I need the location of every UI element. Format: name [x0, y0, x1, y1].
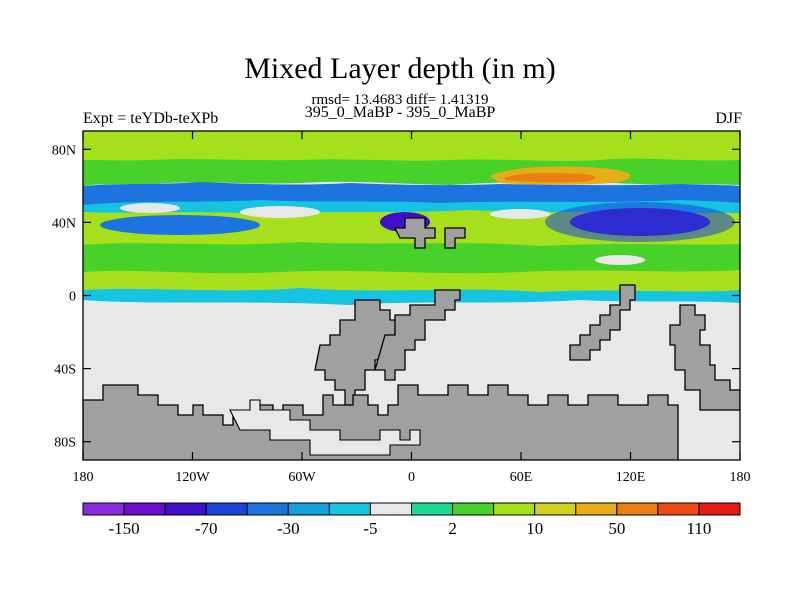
y-tick-label: 80N: [52, 143, 76, 158]
land-africa: [374, 289, 461, 381]
y-tick-label: 80S: [54, 436, 76, 451]
colorbar-swatch: [575, 502, 618, 516]
y-tick-label: 0: [69, 290, 76, 305]
experiment-line: 395_0_MaBP - 395_0_MaBP: [304, 104, 496, 121]
field-arctic-yellow: [83, 131, 740, 161]
field-white-3: [490, 209, 550, 219]
colorbar-label: 10: [526, 519, 543, 538]
stats-line: rmsd= 13.4683 diff= 1.41319: [311, 92, 489, 108]
season-label: DJF: [715, 110, 742, 127]
colorbar-swatch: [205, 502, 248, 516]
field-white-1: [120, 203, 180, 213]
land-asia: [444, 227, 466, 249]
land-mask: [83, 217, 740, 460]
colorbar-swatch: [657, 502, 700, 516]
land-india: [569, 284, 636, 361]
field-subtropic-darkgreen: [83, 242, 740, 274]
x-tick-label: 180: [73, 470, 94, 485]
colorbar-label: -70: [195, 519, 218, 538]
colorbar-swatch: [369, 502, 412, 516]
colorbar-swatch: [287, 502, 330, 516]
colorbar-swatch: [246, 502, 289, 516]
x-tick-label: 120E: [616, 470, 646, 485]
field-white-2: [240, 206, 320, 218]
colorbar: -150 -70 -30 -5 2 10 50 110: [82, 502, 741, 538]
mld-field: [83, 131, 740, 460]
land-europe: [393, 217, 436, 249]
colorbar-swatch: [493, 502, 536, 516]
field-antarctic-gap: [229, 399, 421, 456]
x-tick-label: 60E: [510, 470, 533, 485]
field-arctic-red: [505, 173, 596, 183]
colorbar-label: 50: [608, 519, 625, 538]
x-axis: 180 120W 60W 0 60E 120E 180: [73, 131, 751, 485]
colorbar-swatch: [411, 502, 454, 516]
left-label: Expt = teYDb-teXPb: [83, 110, 219, 127]
colorbar-swatch: [123, 502, 166, 516]
colorbar-swatch: [82, 502, 125, 516]
y-tick-label: 40S: [54, 363, 76, 378]
colorbar-label: -150: [108, 519, 139, 538]
colorbar-swatch: [452, 502, 495, 516]
colorbar-swatch: [164, 502, 207, 516]
land-antarctica: [83, 384, 679, 460]
x-tick-label: 120W: [175, 470, 210, 485]
field-blue-npacific: [100, 215, 260, 235]
x-tick-label: 0: [408, 470, 415, 485]
colorbar-label: 2: [448, 519, 457, 538]
land-australia: [669, 304, 740, 411]
colorbar-swatch: [698, 502, 741, 516]
y-axis: 80N 40N 0 40S 80S: [52, 143, 740, 451]
field-blue-pacific: [545, 202, 735, 242]
y-tick-label: 40N: [52, 216, 76, 231]
colorbar-label: -5: [363, 519, 377, 538]
x-tick-label: 60W: [288, 470, 316, 485]
colorbar-swatch: [616, 502, 659, 516]
colorbar-swatch: [328, 502, 371, 516]
chart-title: Mixed Layer depth (in m): [244, 52, 556, 85]
x-tick-label: 180: [730, 470, 751, 485]
colorbar-label: 110: [687, 519, 712, 538]
colorbar-swatch: [534, 502, 577, 516]
colorbar-label: -30: [277, 519, 300, 538]
field-white-4: [595, 255, 645, 265]
